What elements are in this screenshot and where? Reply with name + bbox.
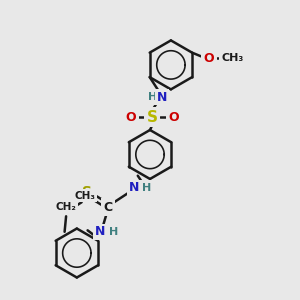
Text: N: N — [128, 182, 139, 194]
Text: H: H — [142, 183, 152, 193]
Text: H: H — [109, 227, 118, 237]
Text: CH₃: CH₃ — [221, 53, 244, 63]
Text: O: O — [169, 111, 179, 124]
Text: S: S — [82, 185, 92, 199]
Text: H: H — [148, 92, 157, 102]
Text: CH₃: CH₃ — [74, 191, 95, 201]
Text: N: N — [157, 91, 167, 103]
Text: O: O — [126, 111, 136, 124]
Text: CH₂: CH₂ — [56, 202, 76, 212]
Text: C: C — [103, 201, 113, 214]
Text: S: S — [147, 110, 158, 125]
Text: N: N — [94, 225, 105, 238]
Text: O: O — [203, 52, 214, 65]
